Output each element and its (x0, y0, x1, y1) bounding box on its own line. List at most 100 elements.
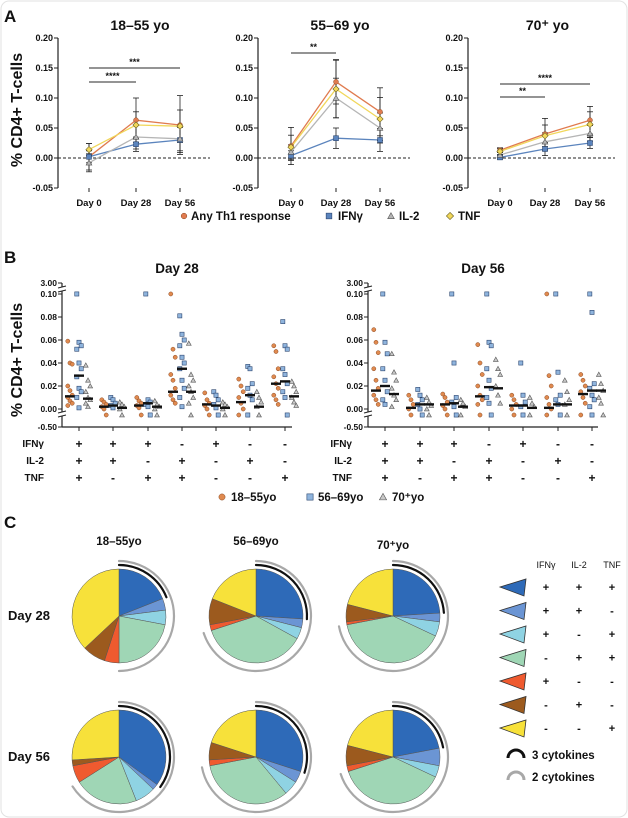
square-marker (247, 366, 253, 372)
y-tick-label: 0.05 (445, 123, 463, 133)
y-tick-label: -0.05 (32, 183, 53, 193)
circle-marker (544, 395, 550, 400)
circle-marker (578, 412, 584, 418)
sign-label: + (75, 437, 82, 451)
group-1 (99, 395, 128, 431)
circle-marker (273, 349, 279, 354)
pie-slice (347, 568, 394, 617)
diamond-marker (132, 121, 140, 129)
axis-break-mark (57, 289, 67, 293)
y-tick-label: 0.20 (445, 33, 463, 43)
pie-slice (255, 709, 304, 772)
square-marker (179, 331, 185, 337)
significance-label: ** (310, 42, 318, 52)
legend-triangle (498, 648, 527, 668)
triangle-marker (258, 399, 265, 405)
square-marker (589, 310, 595, 315)
pie-1-0 (71, 700, 176, 814)
y-tick-label: 0.15 (445, 63, 463, 73)
pie-slice (211, 568, 257, 617)
triangle-marker (492, 356, 499, 362)
square-marker (145, 404, 151, 410)
legend-label: 18–55yo (231, 492, 276, 504)
group-3 (475, 291, 504, 431)
x-tick-label: Day 0 (76, 198, 101, 209)
triangle-marker (495, 365, 501, 371)
triangle-marker (287, 148, 295, 155)
two-cytokine-arc (339, 700, 450, 814)
triangle-marker (378, 492, 388, 501)
square-marker (419, 397, 425, 403)
square-marker (133, 141, 139, 147)
sign-label: + (485, 471, 492, 485)
row-label: IL-2 (334, 456, 352, 467)
square-marker (449, 291, 455, 297)
triangle-marker (393, 377, 400, 383)
circle-marker (172, 400, 178, 406)
circle-marker (371, 366, 377, 372)
circle-marker (511, 397, 517, 403)
square-marker (280, 319, 286, 324)
scatter-plot-1: Day 56 3.000.10 0.08 0.06 0.04 0.02 0.00 -0.50 I… (330, 261, 607, 485)
y-tick-label: 0.02 (40, 381, 57, 391)
circle-marker (206, 412, 212, 418)
circle-marker (544, 291, 550, 297)
row-label: TNF (333, 473, 352, 484)
square-marker (78, 343, 84, 349)
triangle-marker (119, 411, 125, 418)
triangle-marker (222, 401, 228, 407)
circle-marker (442, 406, 448, 412)
triangle-marker (190, 377, 197, 383)
pie-slice (392, 709, 440, 758)
legend-label: IFNγ (338, 211, 364, 223)
square-marker (382, 377, 388, 383)
axis-break-gap (365, 412, 371, 416)
legend-label: Any Th1 response (191, 211, 291, 223)
legend-sign: - (610, 676, 614, 688)
circle-marker (138, 412, 144, 418)
circle-marker (168, 392, 174, 398)
square-marker (76, 360, 82, 366)
square-marker (591, 397, 597, 403)
sign-label: - (590, 437, 594, 451)
pie-slice (118, 709, 167, 785)
legend-header: IL-2 (571, 560, 587, 570)
circle-marker (333, 79, 339, 85)
sign-label: + (212, 437, 219, 451)
circle-marker (442, 395, 448, 400)
legend-label: 56–69yo (318, 492, 363, 504)
axis-break-mark (57, 410, 67, 414)
legend-sign: + (609, 653, 615, 665)
triangle-marker (151, 397, 158, 404)
legend-sign: + (543, 676, 549, 688)
y-tick-label: 0.04 (346, 358, 363, 368)
circle-marker (236, 395, 242, 400)
triangle-marker (529, 400, 535, 406)
panel-b-ylabel: % CD4+ T-cells (9, 303, 26, 417)
triangle-marker (495, 392, 501, 398)
panel-a-legend: Any Th1 response IFNγ IL-2 TNF (180, 211, 480, 223)
square-marker (74, 291, 80, 297)
circle-marker (273, 397, 279, 403)
three-cytokine-arc (254, 704, 309, 774)
square-marker (488, 412, 494, 418)
square-marker (591, 381, 597, 387)
square-marker (380, 291, 386, 297)
square-marker (76, 405, 82, 411)
circle-marker (172, 354, 178, 360)
legend-sign: - (544, 700, 548, 712)
circle-marker (168, 372, 174, 377)
circle-marker (580, 395, 586, 400)
pie-1-2 (339, 700, 450, 814)
pie-slice (255, 568, 304, 620)
sign-label: - (452, 454, 456, 468)
two-cytokine-arc (202, 559, 313, 673)
legend-sign: + (609, 582, 615, 594)
triangle-marker (151, 405, 158, 412)
y-tick-label: 0.00 (35, 153, 53, 163)
triangle-marker (85, 403, 91, 409)
sign-label: - (590, 454, 594, 468)
legend-sign: - (577, 629, 581, 641)
circle-marker (67, 388, 73, 393)
circle-marker (373, 397, 379, 403)
